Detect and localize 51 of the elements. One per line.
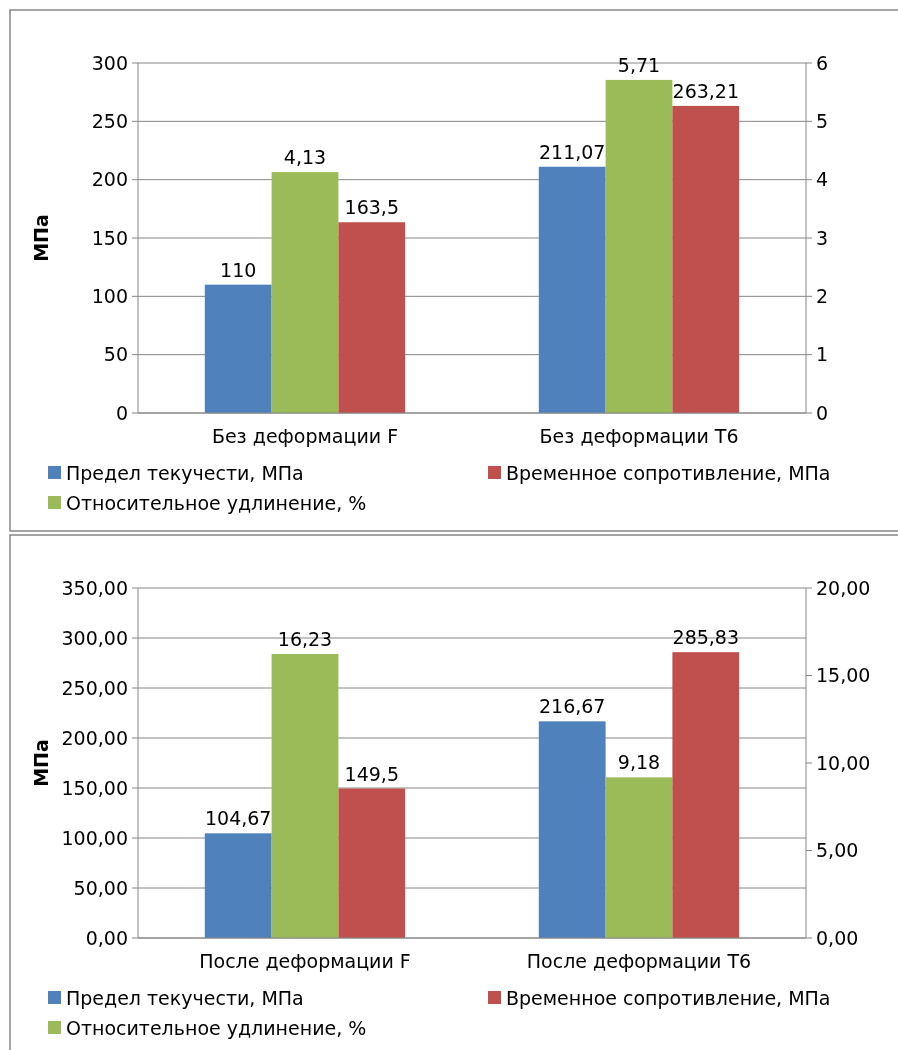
y-tick-label: 100,00	[61, 826, 128, 849]
data-label: 16,23	[277, 627, 333, 650]
legend-label: Предел текучести, МПа	[66, 461, 304, 484]
data-label: 211,07	[538, 140, 606, 163]
x-tick-label: После деформации T6	[526, 950, 752, 972]
y-tick-label: 150,00	[61, 776, 128, 799]
y-tick-label: 250	[91, 109, 128, 132]
y2-tick-label: 4	[816, 168, 829, 191]
y-tick-label: 0,00	[85, 926, 128, 949]
y2-tick-label: 0	[816, 401, 829, 424]
y-tick-label: 200	[91, 168, 128, 191]
y2-tick-label: 2	[816, 284, 829, 307]
y-axis-title: МПа	[30, 739, 52, 787]
data-label: 5,71	[617, 53, 661, 76]
x-tick-label: После деформации F	[199, 950, 411, 972]
y2-tick-label: 10,00	[816, 751, 871, 774]
y-tick-label: 50,00	[73, 876, 128, 899]
y2-tick-label: 6	[816, 51, 829, 74]
data-label: 9,18	[617, 751, 661, 774]
y2-tick-label: 1	[816, 343, 829, 366]
legend-label: Относительное удлинение, %	[66, 1016, 367, 1039]
legend-label: Временное сопротивление, МПа	[506, 461, 831, 484]
y-axis-title: МПа	[30, 214, 52, 262]
x-tick-label: Без деформации F	[211, 425, 399, 447]
data-label: 263,21	[672, 79, 740, 102]
y2-tick-label: 20,00	[816, 576, 871, 599]
y2-tick-label: 0,00	[816, 926, 859, 949]
y2-tick-label: 15,00	[816, 664, 871, 687]
legend-label: Относительное удлинение, %	[66, 491, 367, 514]
data-label: 163,5	[344, 196, 399, 219]
y-tick-label: 100	[91, 284, 128, 307]
data-label: 216,67	[538, 695, 606, 718]
y-tick-label: 0	[115, 401, 128, 424]
y2-tick-label: 5	[816, 109, 829, 132]
y2-tick-label: 3	[816, 226, 829, 249]
y-tick-label: 300,00	[61, 626, 128, 649]
legend-label: Предел текучести, МПа	[66, 986, 304, 1009]
x-tick-label: Без деформации T6	[539, 425, 739, 447]
data-label: 104,67	[204, 807, 272, 830]
y-tick-label: 250,00	[61, 676, 128, 699]
data-label: 285,83	[672, 626, 740, 649]
y-tick-label: 350,00	[61, 576, 128, 599]
y-tick-label: 150	[91, 226, 128, 249]
data-label: 149,5	[344, 762, 399, 785]
y-tick-label: 50	[103, 343, 128, 366]
data-label: 4,13	[283, 146, 327, 169]
y-tick-label: 200,00	[61, 726, 128, 749]
y2-tick-label: 5,00	[816, 839, 859, 862]
data-label: 110	[220, 258, 257, 281]
y-tick-label: 300	[91, 51, 128, 74]
legend-label: Временное сопротивление, МПа	[506, 986, 831, 1009]
